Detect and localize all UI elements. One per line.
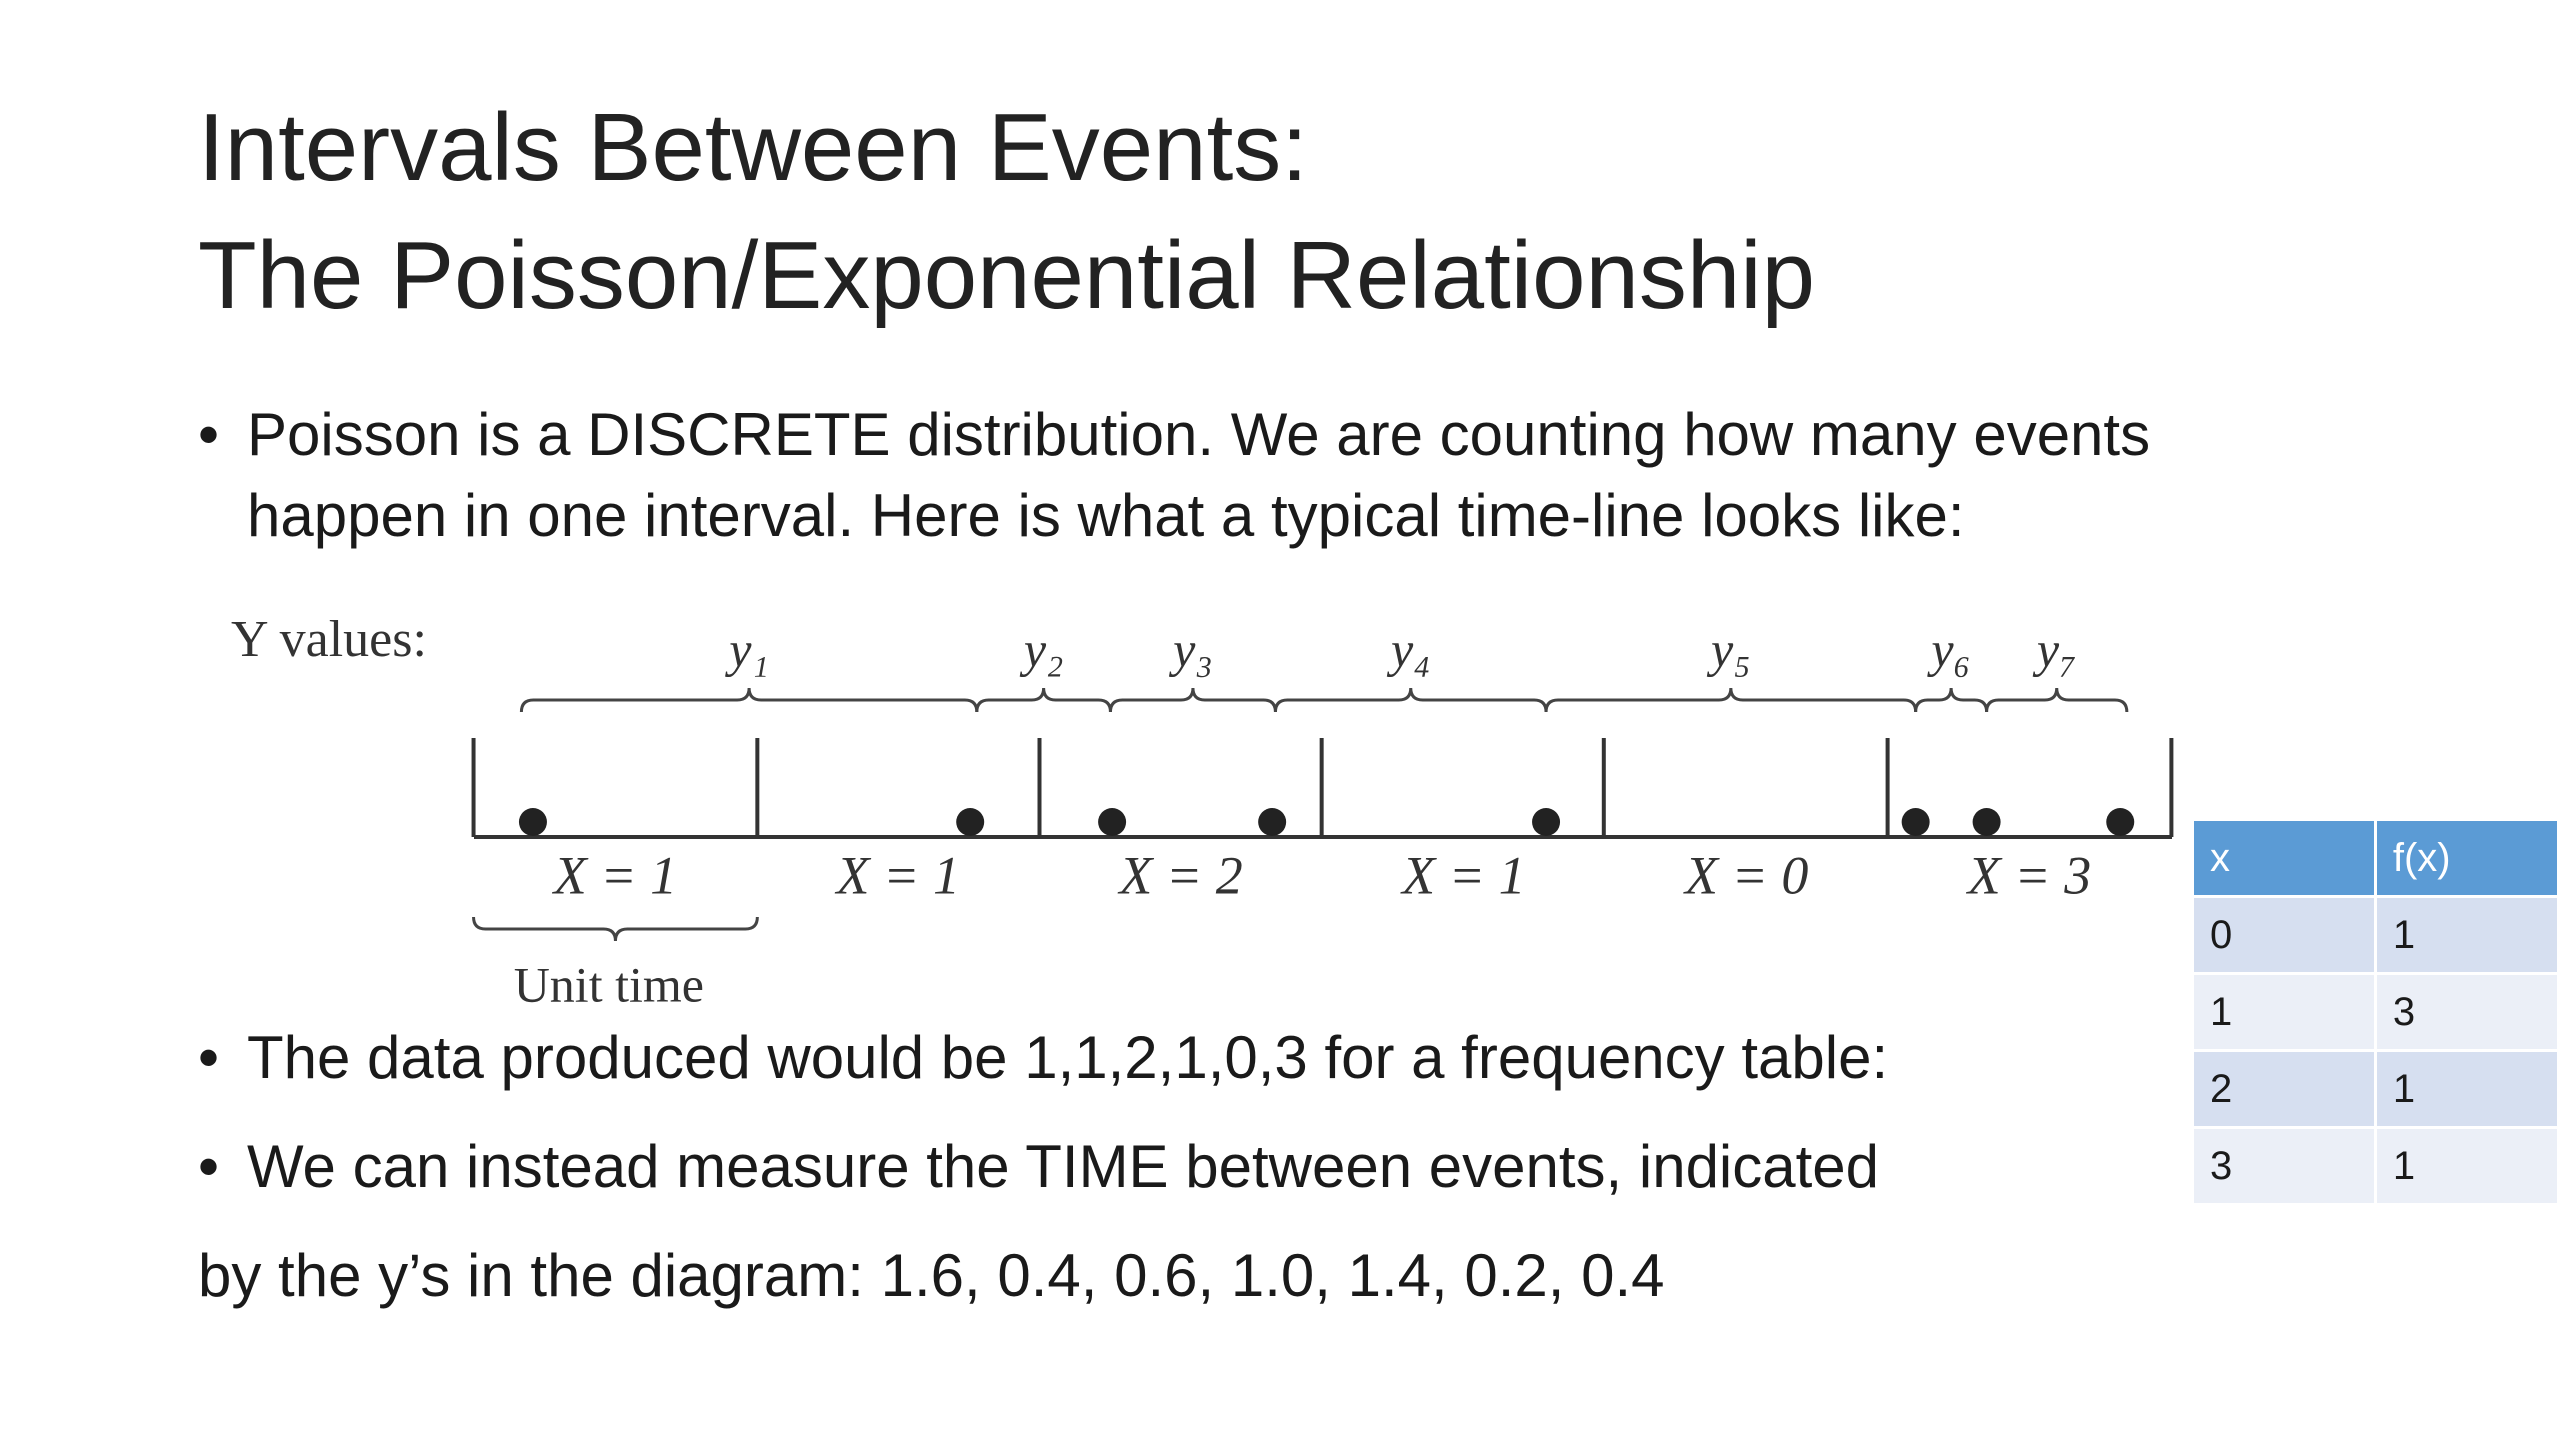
table-cell: 0 xyxy=(2191,895,2377,975)
table-header: f(x) xyxy=(2373,818,2560,898)
y-values-label: Y values: xyxy=(231,611,427,668)
table-cell: 3 xyxy=(2191,1126,2377,1206)
unit-label: Unit time xyxy=(514,956,704,1012)
event-dot xyxy=(1258,808,1287,836)
y-brace xyxy=(975,687,1112,713)
event-dot xyxy=(518,808,547,836)
continuation-text: by the y’s in the diagram: 1.6, 0.4, 0.6… xyxy=(198,1242,1665,1309)
table-cell: 1 xyxy=(2191,972,2377,1052)
bullet-text: Poisson is a DISCRETE distribution. We a… xyxy=(247,401,2151,468)
y-label: y₆ xyxy=(1926,621,1971,677)
y-brace xyxy=(1914,687,1989,713)
x-label: X = 3 xyxy=(1966,845,2091,905)
x-label: X = 1 xyxy=(1400,845,1525,905)
x-label: X = 0 xyxy=(1683,845,1808,905)
event-dot xyxy=(1098,808,1127,836)
title-line: Intervals Between Events: xyxy=(198,94,1308,201)
y-label: y₇ xyxy=(2032,621,2077,677)
y-brace xyxy=(1273,687,1548,713)
unit-brace xyxy=(472,916,759,942)
x-label: X = 1 xyxy=(835,845,960,905)
event-dot xyxy=(2106,808,2135,836)
bullet-text: The data produced would be 1,1,2,1,0,3 f… xyxy=(247,1024,1889,1091)
event-dot xyxy=(956,808,985,836)
bullet-dot: • xyxy=(198,1133,220,1200)
y-brace xyxy=(1985,687,2129,713)
y-label: y₁ xyxy=(724,621,769,677)
bullet-text: We can instead measure the TIME between … xyxy=(247,1133,1880,1200)
event-dot xyxy=(1972,808,2001,836)
y-brace xyxy=(1544,687,1918,713)
title-line: The Poisson/Exponential Relationship xyxy=(198,222,1815,329)
bullet-dot: • xyxy=(198,1024,220,1091)
y-brace xyxy=(1108,687,1277,713)
table-cell: 1 xyxy=(2373,1126,2560,1206)
table-cell: 1 xyxy=(2373,1049,2560,1129)
bullet-text: happen in one interval. Here is what a t… xyxy=(247,482,1965,549)
y-brace xyxy=(519,687,979,713)
y-label: y₄ xyxy=(1386,621,1431,677)
table-header: x xyxy=(2191,818,2377,898)
y-label: y₂ xyxy=(1019,621,1064,677)
event-dot xyxy=(1532,808,1561,836)
table-cell: 1 xyxy=(2373,895,2560,975)
table-cell: 3 xyxy=(2373,972,2560,1052)
y-label: y₅ xyxy=(1706,621,1751,677)
x-label: X = 2 xyxy=(1117,845,1242,905)
event-dot xyxy=(1901,808,1930,836)
x-label: X = 1 xyxy=(552,845,677,905)
y-label: y₃ xyxy=(1168,621,1213,677)
table-cell: 2 xyxy=(2191,1049,2377,1129)
bullet-dot: • xyxy=(198,401,220,468)
